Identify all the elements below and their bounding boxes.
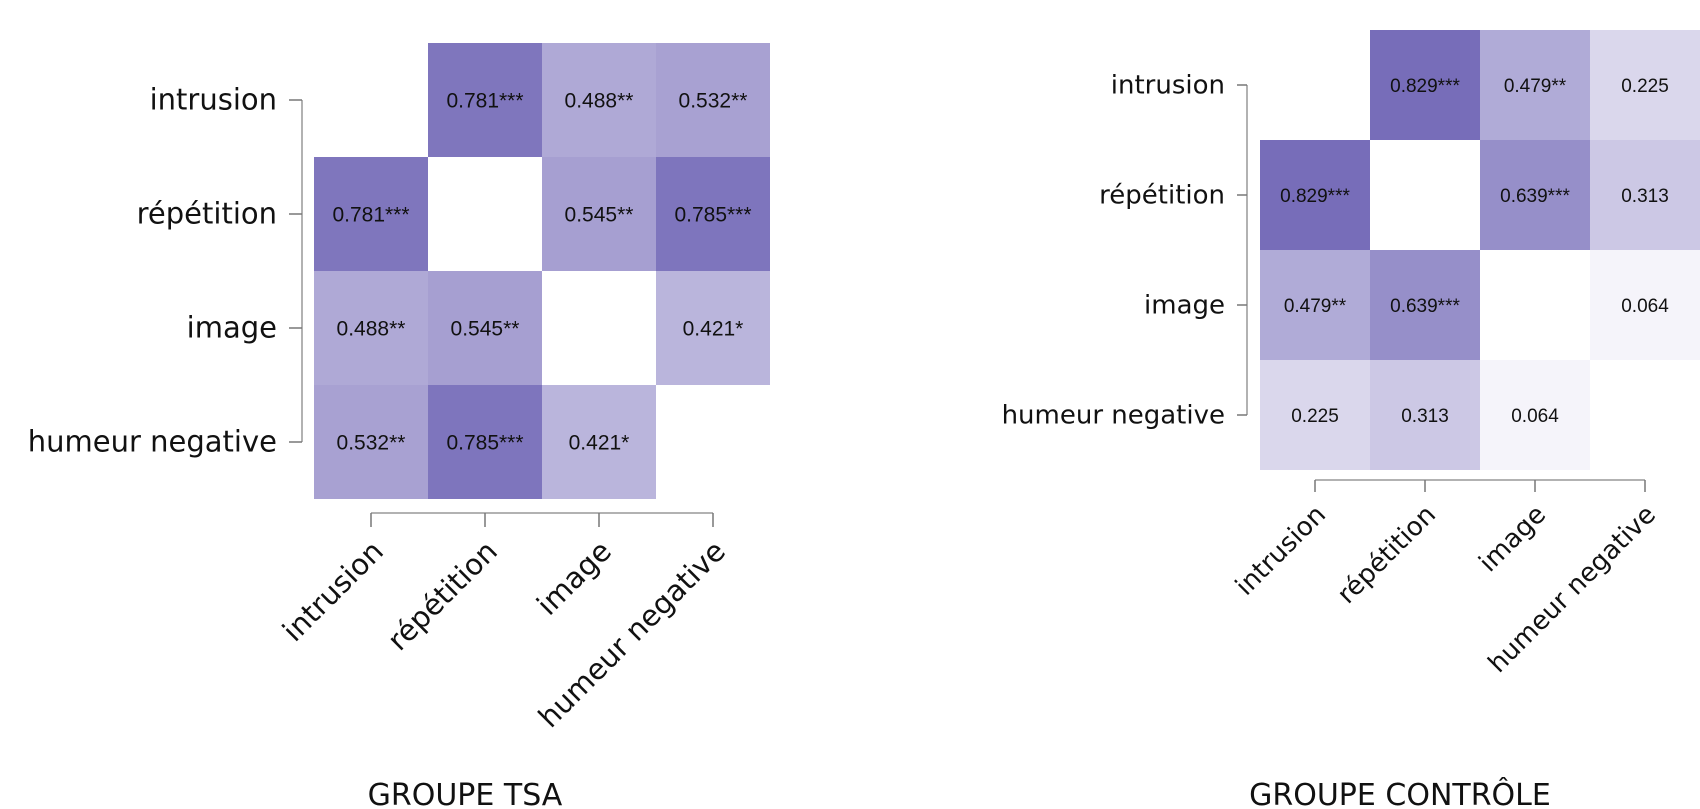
row-label-repetition: répétition [137, 197, 277, 231]
heatmap-panel-tsa: 0.781*** 0.488** 0.532** 0.781*** 0.545** 0.7… [28, 43, 770, 734]
cell-value-label: 0.829*** [1280, 186, 1350, 207]
cell-value-label: 0.479** [1504, 76, 1567, 97]
heatmap-cell [1370, 360, 1480, 470]
row-label-image: image [1144, 291, 1225, 321]
col-label-repetition: répétition [381, 534, 504, 657]
cell-value-label: 0.313 [1401, 406, 1449, 427]
heatmap-cell [314, 385, 428, 499]
cell-value-label: 0.479** [1284, 296, 1347, 317]
row-label-image: image [187, 311, 277, 345]
heatmap-panel-controle: 0.829*** 0.479** 0.225 0.829*** 0.639*** 0.31… [1002, 30, 1700, 679]
group-title-tsa: GROUPE TSA [368, 778, 563, 809]
heatmap-cell [656, 271, 770, 385]
cell-value-label: 0.225 [1621, 76, 1669, 97]
row-label-humeur-negative: humeur negative [1002, 401, 1225, 431]
heatmap-cell [1590, 250, 1700, 360]
cell-value-label: 0.781*** [446, 90, 523, 113]
cell-value-label: 0.639*** [1500, 186, 1570, 207]
heatmap-cell [1260, 140, 1370, 250]
cell-value-label: 0.488** [337, 318, 406, 341]
heatmap-cell [314, 157, 428, 271]
heatmap-cell [542, 43, 656, 157]
heatmap-cell [428, 385, 542, 499]
cell-value-label: 0.488** [565, 90, 634, 113]
row-label-repetition: répétition [1099, 181, 1225, 211]
col-label-image: image [530, 534, 618, 622]
cell-value-label: 0.545** [565, 204, 634, 227]
heatmap-cell [1480, 360, 1590, 470]
heatmap-cell [1260, 360, 1370, 470]
heatmap-cell [1590, 140, 1700, 250]
heatmap-cell [656, 157, 770, 271]
heatmap-cell [1260, 250, 1370, 360]
cell-value-label: 0.639*** [1390, 296, 1460, 317]
heatmap-cell [428, 271, 542, 385]
col-label-humeur-negative: humeur negative [532, 534, 732, 734]
cell-value-label: 0.421* [569, 432, 630, 455]
cell-value-label: 0.313 [1621, 186, 1669, 207]
heatmap-cell [314, 271, 428, 385]
row-label-intrusion: intrusion [1111, 71, 1225, 101]
heatmap-cell [656, 43, 770, 157]
heatmap-cell [1590, 30, 1700, 140]
cell-value-label: 0.829*** [1390, 76, 1460, 97]
cell-value-label: 0.545** [451, 318, 520, 341]
heatmap-cell [1370, 30, 1480, 140]
heatmap-cell [542, 157, 656, 271]
cell-value-label: 0.421* [683, 318, 744, 341]
heatmap-cell [1370, 250, 1480, 360]
heatmap-cell [1480, 140, 1590, 250]
cell-value-label: 0.064 [1621, 296, 1669, 317]
heatmap-cell [1480, 30, 1590, 140]
cell-value-label: 0.781*** [332, 204, 409, 227]
col-label-intrusion: intrusion [1230, 500, 1332, 602]
heatmap-cell [428, 43, 542, 157]
cell-value-label: 0.532** [679, 90, 748, 113]
group-title-controle: GROUPE CONTRÔLE [1249, 776, 1551, 809]
cell-value-label: 0.785*** [446, 432, 523, 455]
col-label-repetition: répétition [1332, 500, 1442, 610]
row-label-intrusion: intrusion [150, 83, 277, 117]
col-label-intrusion: intrusion [276, 534, 390, 648]
cell-value-label: 0.532** [337, 432, 406, 455]
heatmap-cell [542, 385, 656, 499]
cell-value-label: 0.225 [1291, 406, 1339, 427]
cell-value-label: 0.785*** [674, 204, 751, 227]
row-label-humeur-negative: humeur negative [28, 425, 277, 459]
cell-value-label: 0.064 [1511, 406, 1559, 427]
col-label-image: image [1473, 500, 1551, 578]
